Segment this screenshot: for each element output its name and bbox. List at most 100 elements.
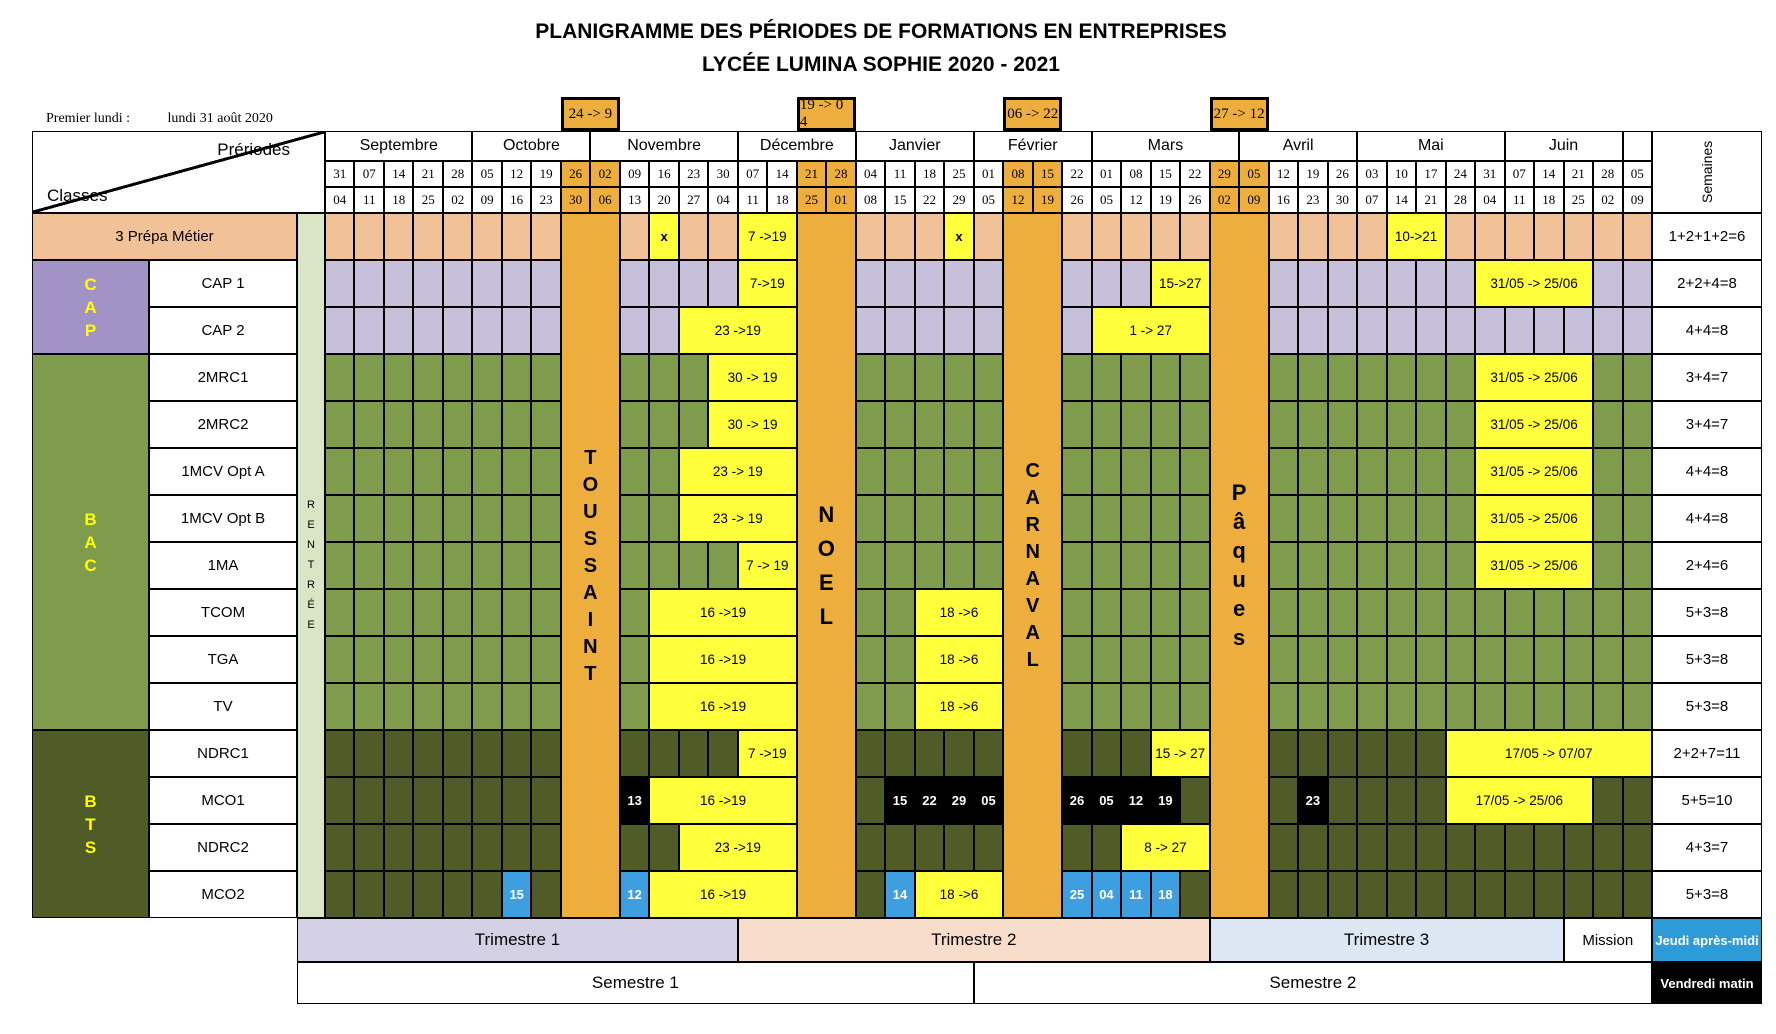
friday-cell-mco1: 19 [1150, 777, 1181, 825]
week-cell [1121, 354, 1151, 402]
week-cell [1386, 871, 1417, 919]
week-cell [383, 448, 414, 496]
date-top-43: 28 [1593, 161, 1623, 188]
week-cell [442, 448, 473, 496]
week-cell [1091, 824, 1122, 872]
period-block-ndrc2: 23 ->19 [678, 824, 797, 872]
week-cell [1622, 871, 1652, 919]
week-cell [325, 683, 355, 731]
week-cell [531, 636, 561, 684]
week-cell [1386, 542, 1417, 590]
week-cell [1386, 307, 1417, 355]
week-cell [1062, 824, 1092, 872]
week-cell [1357, 683, 1387, 731]
week-cell [1180, 495, 1210, 543]
page-header: PLANIGRAMME DES PÉRIODES DE FORMATIONS E… [0, 0, 1762, 81]
week-cell [1445, 448, 1476, 496]
x-marker-3-pr-pa-m-tier: x [944, 213, 974, 261]
week-cell [472, 542, 502, 590]
week-cell [1445, 589, 1476, 637]
week-cell [914, 824, 945, 872]
week-cell [1298, 589, 1328, 637]
semaines-value-3-pr-pa-m-tier: 1+2+1+2=6 [1652, 213, 1762, 261]
week-cell [1327, 824, 1358, 872]
week-cell [1386, 636, 1417, 684]
week-cell [855, 354, 886, 402]
month-header-Mai: Mai [1357, 131, 1505, 162]
week-cell [1416, 307, 1446, 355]
week-cell [1268, 777, 1299, 825]
week-cell [442, 683, 473, 731]
week-cell [944, 260, 974, 308]
week-cell [1327, 589, 1358, 637]
week-cell [531, 495, 561, 543]
date-top-3: 21 [413, 161, 443, 188]
vertical-letter: N [307, 539, 315, 552]
week-cell [501, 542, 532, 590]
period-block-tv: 16 ->19 [649, 683, 797, 731]
week-cell [1268, 683, 1299, 731]
week-cell [678, 401, 709, 449]
week-cell [649, 542, 679, 590]
period-block-cap-2: 1 -> 27 [1091, 307, 1210, 355]
vertical-letter: N [818, 501, 835, 527]
vertical-letter: A [1025, 487, 1040, 510]
week-cell [325, 777, 355, 825]
date-bottom-30: 02 [1209, 187, 1240, 214]
week-cell [1298, 401, 1328, 449]
vertical-letter: B [84, 509, 97, 529]
vertical-letter: A [84, 297, 97, 317]
week-cell [1180, 213, 1210, 261]
vertical-letter: V [1026, 595, 1040, 618]
week-cell [413, 636, 443, 684]
week-cell [383, 777, 414, 825]
date-bottom-28: 19 [1150, 187, 1181, 214]
week-cell [619, 213, 650, 261]
date-bottom-5: 09 [472, 187, 502, 214]
week-cell [619, 448, 650, 496]
date-top-35: 03 [1357, 161, 1387, 188]
date-bottom-35: 07 [1357, 187, 1387, 214]
week-cell [649, 730, 679, 778]
class-label-1mcv-opt-b: 1MCV Opt B [149, 495, 297, 543]
week-cell [1357, 636, 1387, 684]
friday-cell-mco1: 15 [885, 777, 915, 825]
date-bottom-39: 04 [1475, 187, 1505, 214]
week-cell [472, 307, 502, 355]
week-cell [1534, 307, 1564, 355]
class-label-ndrc1: NDRC1 [149, 730, 297, 778]
week-cell [1445, 307, 1476, 355]
week-cell [531, 448, 561, 496]
week-cell [1150, 354, 1181, 402]
week-cell [1475, 683, 1505, 731]
corner-classes-label: Classes [47, 186, 108, 206]
week-cell [1062, 730, 1092, 778]
week-cell [1268, 354, 1299, 402]
vertical-letter: I [587, 608, 594, 631]
week-cell [1357, 542, 1387, 590]
week-cell [1268, 871, 1299, 919]
class-label-3-pr-pa-m-tier: 3 Prépa Métier [32, 213, 297, 261]
vertical-letter: A [1025, 568, 1040, 591]
week-cell [383, 542, 414, 590]
period-block-3-pr-pa-m-tier: 10->21 [1386, 213, 1446, 261]
week-cell [1121, 495, 1151, 543]
week-cell [1593, 777, 1623, 825]
date-top-4: 28 [442, 161, 473, 188]
semaines-header: Semaines [1652, 131, 1762, 214]
period-block-tga: 16 ->19 [649, 636, 797, 684]
week-cell [1062, 495, 1092, 543]
class-label-ndrc2: NDRC2 [149, 824, 297, 872]
trimestre-band-2: Trimestre 2 [737, 918, 1210, 963]
week-cell [1150, 589, 1181, 637]
thursday-cell-mco2: 04 [1091, 871, 1122, 919]
semaines-value-2mrc1: 3+4=7 [1652, 354, 1762, 402]
date-top-11: 16 [649, 161, 679, 188]
period-block-mco2: 18 ->6 [914, 871, 1004, 919]
week-cell [1180, 636, 1210, 684]
week-cell [1386, 401, 1417, 449]
date-bottom-17: 01 [826, 187, 856, 214]
semaines-value-1mcv-opt-b: 4+4=8 [1652, 495, 1762, 543]
week-cell [531, 824, 561, 872]
month-header-Janvier: Janvier [855, 131, 974, 162]
